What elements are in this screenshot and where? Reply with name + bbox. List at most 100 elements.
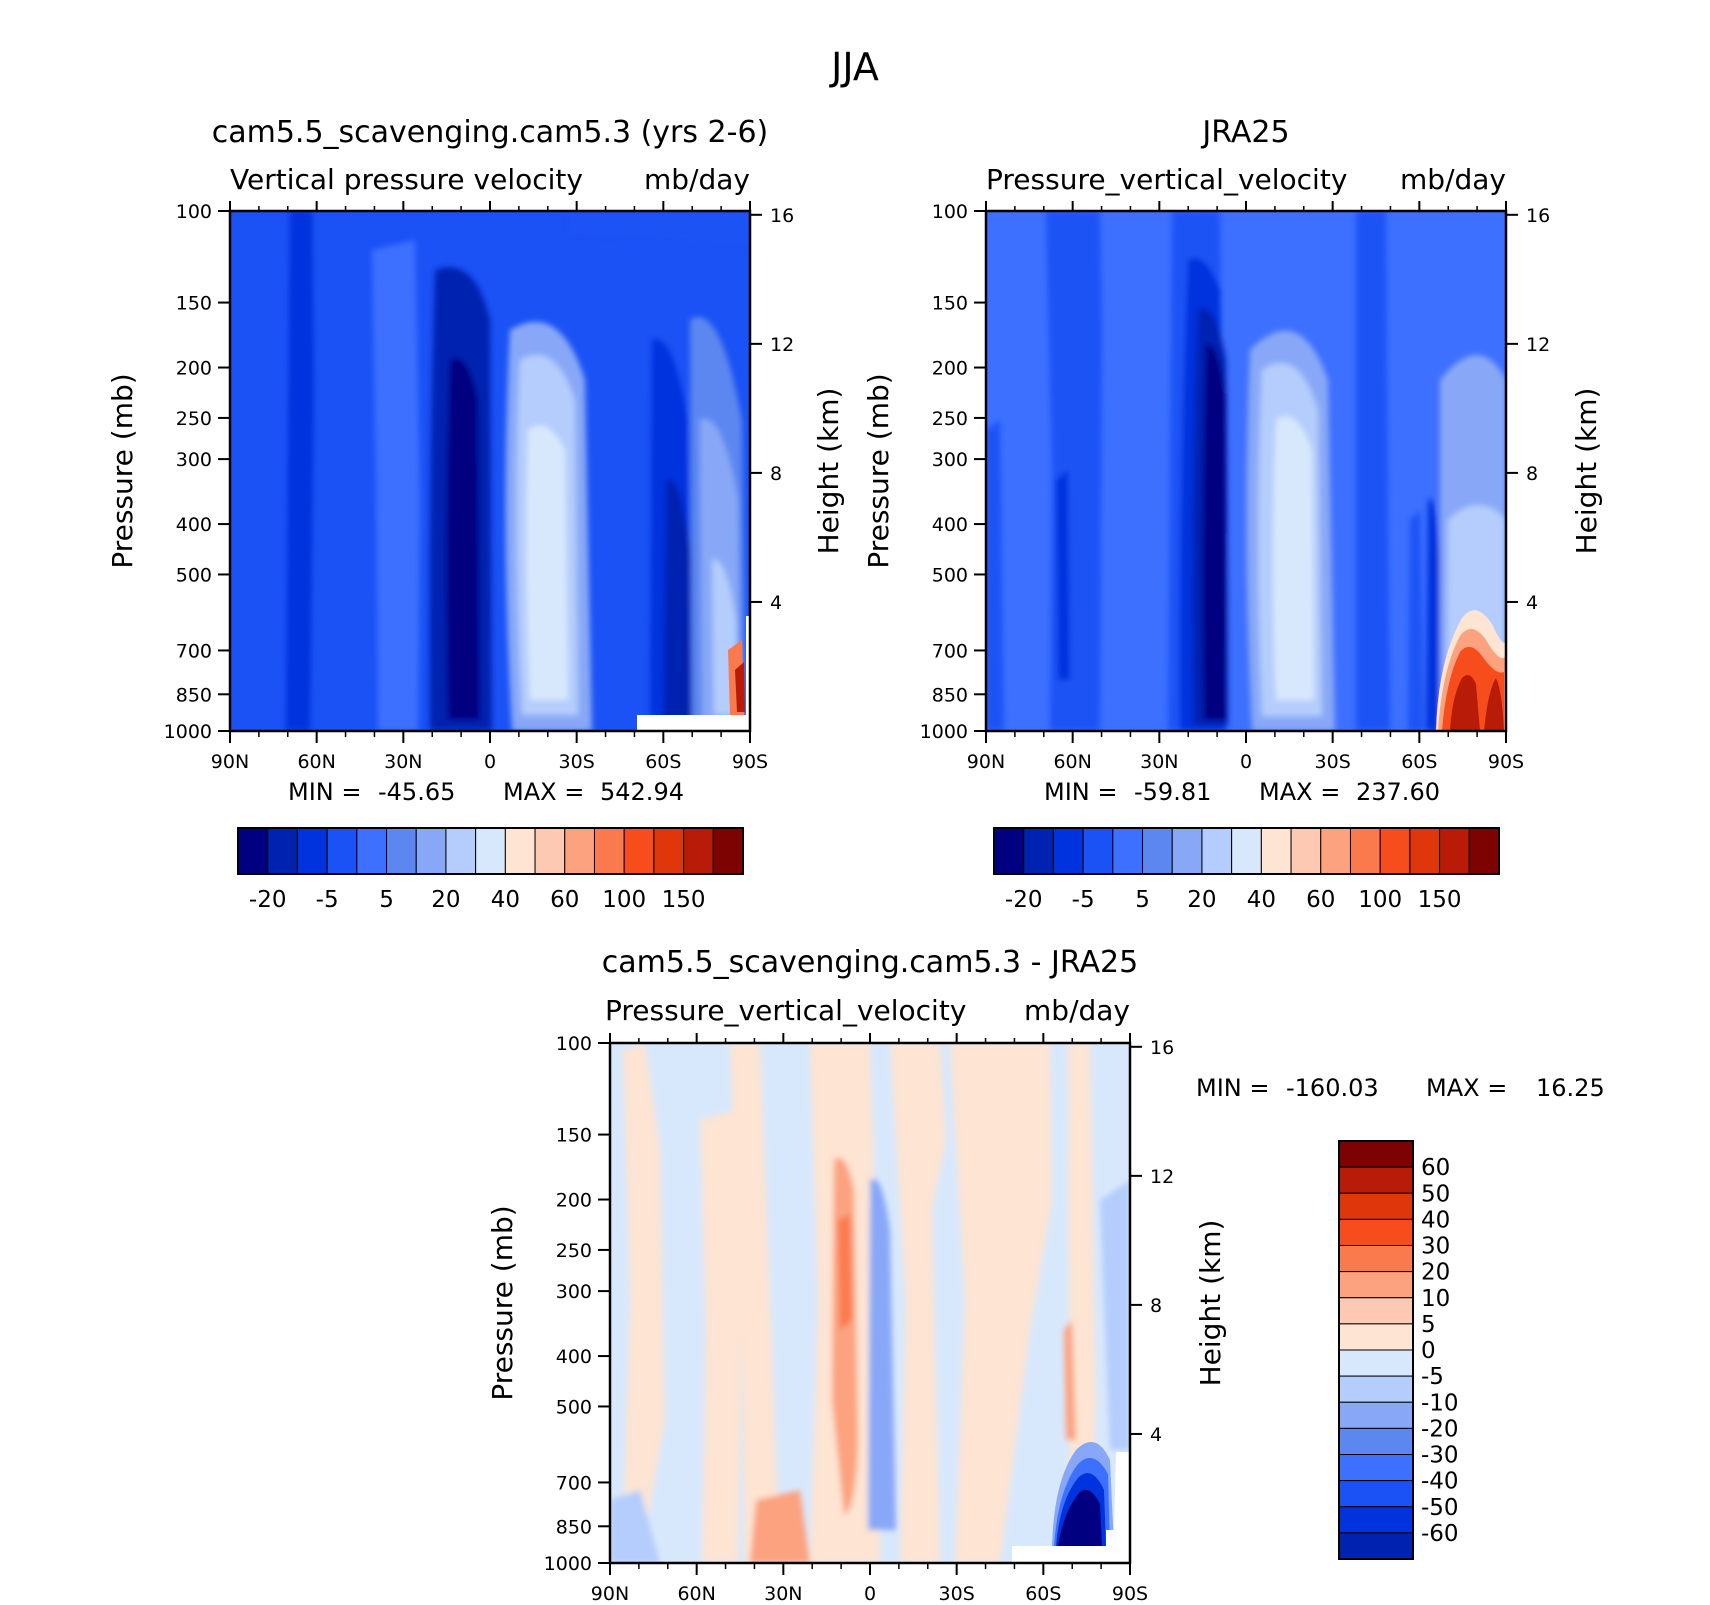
y-tick-label: 700 [556, 1472, 592, 1494]
colorbar-swatch [712, 827, 744, 875]
contour-region [1100, 1180, 1130, 1450]
y-tick-label: 400 [176, 514, 212, 536]
colorbar-swatch [1338, 1454, 1414, 1482]
y2-axis: 16 12 8 4 [750, 205, 794, 614]
contour-region [446, 358, 480, 720]
x-tick-label: 90S [732, 751, 768, 773]
figure-title: JJA [829, 45, 879, 89]
panel-title: cam5.5_scavenging.cam5.3 - JRA25 [602, 945, 1138, 980]
x-tick-label: 60S [645, 751, 681, 773]
y2-tick-label: 12 [1526, 334, 1550, 356]
x-axis: 90N 60N 30N 0 30S 60S 90S [211, 201, 768, 773]
colorbar-swatch [415, 827, 447, 875]
colorbar-swatch [1338, 1245, 1414, 1273]
colorbar-swatch [1201, 827, 1233, 875]
y-tick-label: 500 [176, 564, 212, 586]
y-tick-label: 400 [932, 514, 968, 536]
contour-region [1450, 675, 1480, 731]
x-tick-label: 30S [559, 751, 595, 773]
y-tick-label: 100 [556, 1033, 592, 1055]
colorbar-label: 60 [550, 887, 579, 913]
x-tick-label: 30N [1140, 751, 1178, 773]
colorbar-swatch [1338, 1401, 1414, 1429]
colorbar-swatch [475, 827, 506, 875]
x-tick-label: 90N [211, 751, 249, 773]
colorbar-swatch [1338, 1480, 1414, 1508]
colorbar-swatch [1349, 827, 1381, 875]
colorbar-label: -60 [1421, 1521, 1459, 1547]
colorbar-swatch [1338, 1140, 1414, 1168]
max-value: 237.60 [1356, 778, 1440, 806]
contour-region [890, 1043, 946, 1563]
colorbar-swatch [1338, 1349, 1414, 1377]
colorbar-label: -20 [1005, 887, 1043, 913]
y2-axis: 16 12 8 4 [1130, 1037, 1174, 1446]
x-tick-label: 90N [967, 751, 1005, 773]
colorbar-swatch [1231, 827, 1262, 875]
contour-field [610, 1043, 1130, 1563]
x-axis: 90N 60N 30N 0 30S 60S 90S [591, 1033, 1148, 1605]
x-tick-label: 90S [1488, 751, 1524, 773]
contour-region [735, 662, 745, 712]
y-tick-label: 700 [932, 640, 968, 662]
y2-tick-label: 8 [770, 463, 782, 485]
contour-region [730, 1043, 780, 1563]
colorbar-swatch [1338, 1375, 1414, 1403]
y-tick-label: 300 [932, 449, 968, 471]
colorbar-swatch [1338, 1166, 1414, 1194]
y-axis: 100 150 200 250 300 400 500 700 850 1000 [544, 1033, 610, 1575]
y-tick-label: 250 [932, 408, 968, 430]
colorbar-label: 5 [1421, 1312, 1436, 1338]
x-tick-label: 90S [1112, 1583, 1148, 1601]
y-tick-label: 300 [176, 449, 212, 471]
x-tick-label: 90N [591, 1583, 629, 1601]
y2-tick-label: 16 [770, 205, 794, 227]
max-label: MAX = [503, 778, 584, 806]
y-tick-label: 1000 [164, 721, 212, 743]
colorbar-label: 20 [1187, 887, 1216, 913]
colorbar-swatch [1338, 1192, 1414, 1220]
colorbar-swatch [683, 827, 714, 875]
colorbar-label: 150 [1418, 887, 1462, 913]
contour-region [838, 1214, 852, 1330]
contour-field [986, 211, 1506, 731]
colorbar-label: -20 [1421, 1416, 1459, 1442]
min-label: MIN = [1196, 1074, 1269, 1102]
colorbar-label: 5 [1135, 887, 1150, 913]
y-tick-label: 200 [932, 358, 968, 380]
panel-subtitle-variable: Vertical pressure velocity [230, 163, 583, 196]
y-tick-label: 200 [176, 358, 212, 380]
y-tick-label: 400 [556, 1346, 592, 1368]
colorbar-label: -5 [316, 887, 339, 913]
colorbar-swatch [1023, 827, 1054, 875]
colorbar: -20 -5 5 20 40 60 100 150 [993, 827, 1500, 913]
x-tick-label: 30N [764, 1583, 802, 1601]
colorbar-swatch [1409, 827, 1441, 875]
colorbar-swatch [326, 827, 358, 875]
y-tick-label: 250 [556, 1240, 592, 1262]
y-tick-label: 500 [932, 564, 968, 586]
contour-region [1356, 211, 1390, 731]
colorbar-swatch [356, 827, 388, 875]
x-tick-label: 60N [1053, 751, 1091, 773]
missing-data [1106, 1452, 1130, 1563]
colorbar-label: 60 [1306, 887, 1335, 913]
contour-region [986, 420, 1004, 731]
panel-subtitle-units: mb/day [1400, 163, 1506, 196]
y2-tick-label: 4 [770, 592, 782, 614]
colorbar-swatch [1468, 827, 1500, 875]
colorbar-label: 0 [1421, 1338, 1436, 1364]
colorbar-swatch [564, 827, 595, 875]
colorbar-label: 100 [602, 887, 646, 913]
y-tick-label: 200 [556, 1190, 592, 1212]
min-max-readout: MIN = -160.03 MAX = 16.25 [1196, 1074, 1605, 1102]
x-tick-label: 0 [864, 1583, 876, 1601]
y-tick-label: 850 [556, 1516, 592, 1538]
colorbar-label: -40 [1421, 1469, 1459, 1495]
y2-axis: 16 12 8 4 [1506, 205, 1550, 614]
colorbar-label: 40 [1421, 1207, 1450, 1233]
y-tick-label: 500 [556, 1396, 592, 1418]
contour-region [1426, 498, 1442, 731]
contour-region [1273, 416, 1314, 700]
